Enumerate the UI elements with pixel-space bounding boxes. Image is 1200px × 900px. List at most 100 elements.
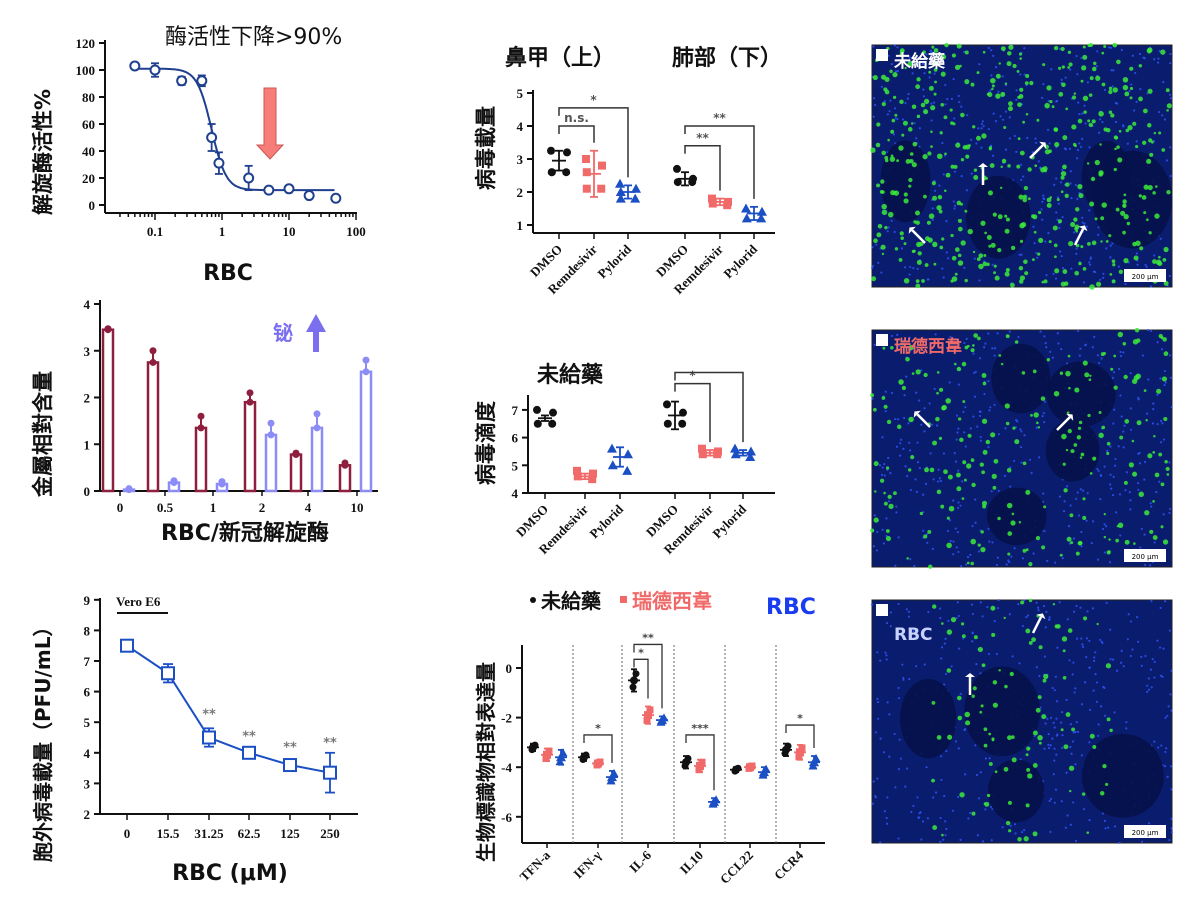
- infected-cell-signal: [883, 404, 888, 409]
- nucleus-dot: [876, 697, 879, 700]
- replicate-point: [542, 755, 550, 763]
- nucleus-dot: [948, 519, 952, 522]
- nucleus-dot: [1122, 665, 1125, 668]
- nucleus-dot: [908, 677, 911, 681]
- y-tick-label: 0: [84, 484, 91, 499]
- nucleus-dot: [916, 461, 920, 464]
- nucleus-dot: [953, 170, 957, 173]
- nucleus-dot: [879, 841, 882, 844]
- infected-cell-signal: [1158, 333, 1163, 339]
- nucleus-dot: [922, 529, 925, 532]
- nucleus-dot: [885, 816, 888, 820]
- nucleus-dot: [1019, 446, 1023, 449]
- infected-cell-signal: [1156, 388, 1162, 394]
- nucleus-dot: [885, 654, 888, 657]
- infected-cell-signal: [1161, 148, 1166, 152]
- nucleus-dot: [1170, 817, 1173, 820]
- nucleus-dot: [897, 697, 901, 700]
- infected-cell-signal: [998, 62, 1001, 65]
- infected-cell-signal: [913, 220, 917, 224]
- infected-cell-signal: [1146, 48, 1152, 54]
- nucleus-dot: [970, 603, 974, 606]
- nucleus-dot: [1133, 109, 1136, 112]
- replicate-point: [708, 799, 718, 808]
- replicate-point: [723, 201, 732, 210]
- infected-cell-signal: [1154, 213, 1160, 219]
- nucleus-dot: [988, 540, 991, 543]
- replicate-point: [362, 368, 370, 376]
- infected-cell-signal: [1091, 66, 1097, 72]
- infected-cell-signal: [904, 66, 907, 70]
- nucleus-dot: [996, 556, 999, 559]
- y-tick-label: 5: [84, 715, 91, 730]
- nucleus-dot: [1152, 58, 1156, 61]
- nucleus-dot: [962, 410, 965, 413]
- nucleus-dot: [877, 261, 880, 264]
- infected-cell-signal: [1093, 61, 1097, 66]
- x-tick-label: 1: [219, 224, 226, 239]
- infected-cell-signal: [1132, 471, 1138, 477]
- infected-cell-signal: [916, 241, 922, 248]
- nucleus-dot: [986, 605, 989, 609]
- data-point: [323, 765, 337, 780]
- infected-cell-signal: [962, 400, 966, 404]
- infected-cell-signal: [1123, 214, 1129, 220]
- nucleus-dot: [1131, 54, 1134, 57]
- nucleus-dot: [957, 469, 960, 472]
- nucleus-dot: [908, 273, 911, 276]
- infected-cell-signal: [1094, 159, 1100, 166]
- infected-cell-signal: [972, 125, 976, 129]
- nucleus-dot: [1097, 723, 1100, 726]
- helicase-xlabel: RBC: [203, 261, 253, 286]
- infected-cell-signal: [1088, 122, 1093, 128]
- airway-lumen: [986, 487, 1047, 546]
- infected-cell-signal: [950, 164, 955, 169]
- replicate-point: [761, 764, 771, 773]
- nucleus-dot: [885, 658, 888, 661]
- nucleus-dot: [923, 430, 926, 433]
- infected-cell-signal: [1007, 531, 1013, 536]
- infected-cell-signal: [902, 120, 908, 126]
- nucleus-dot: [1069, 182, 1072, 185]
- nucleus-dot: [1156, 393, 1159, 396]
- nucleus-dot: [882, 542, 885, 545]
- nucleus-dot: [987, 652, 991, 656]
- infected-cell-signal: [928, 70, 932, 74]
- infected-cell-signal: [1163, 246, 1169, 253]
- nucleus-dot: [954, 338, 957, 341]
- nucleus-dot: [948, 381, 951, 384]
- nucleus-dot: [952, 540, 955, 543]
- infected-cell-signal: [954, 247, 960, 252]
- nucleus-dot: [1129, 508, 1132, 511]
- nucleus-dot: [926, 278, 929, 281]
- nucleus-dot: [897, 837, 900, 840]
- infected-cell-signal: [962, 460, 967, 465]
- infected-cell-signal: [1134, 327, 1140, 333]
- nucleus-dot: [1079, 488, 1082, 491]
- infected-cell-signal: [929, 467, 935, 473]
- replicate-point: [558, 748, 568, 757]
- nucleus-dot: [1072, 537, 1076, 540]
- infected-cell-signal: [932, 241, 938, 248]
- replicate-point: [623, 449, 633, 459]
- nucleus-dot: [965, 563, 968, 566]
- nucleus-dot: [975, 663, 978, 666]
- infected-cell-signal: [1129, 96, 1133, 100]
- zinc-bar: [289, 453, 303, 493]
- nucleus-dot: [1147, 688, 1151, 691]
- nucleus-dot: [974, 370, 977, 373]
- infected-cell-signal: [1020, 600, 1025, 605]
- nucleus-dot: [1054, 277, 1058, 280]
- nucleus-dot: [1075, 252, 1078, 255]
- infected-cell-signal: [992, 485, 997, 490]
- infected-cell-signal: [1089, 201, 1095, 207]
- infected-cell-signal: [990, 432, 996, 438]
- nucleus-dot: [1102, 685, 1105, 689]
- nucleus-dot: [970, 172, 973, 175]
- panel-marker: [876, 604, 888, 616]
- nucleus-dot: [938, 184, 941, 187]
- nucleus-dot: [931, 51, 934, 54]
- nucleus-dot: [889, 625, 892, 628]
- nucleus-dot: [1111, 494, 1115, 497]
- infected-cell-signal: [1166, 473, 1170, 476]
